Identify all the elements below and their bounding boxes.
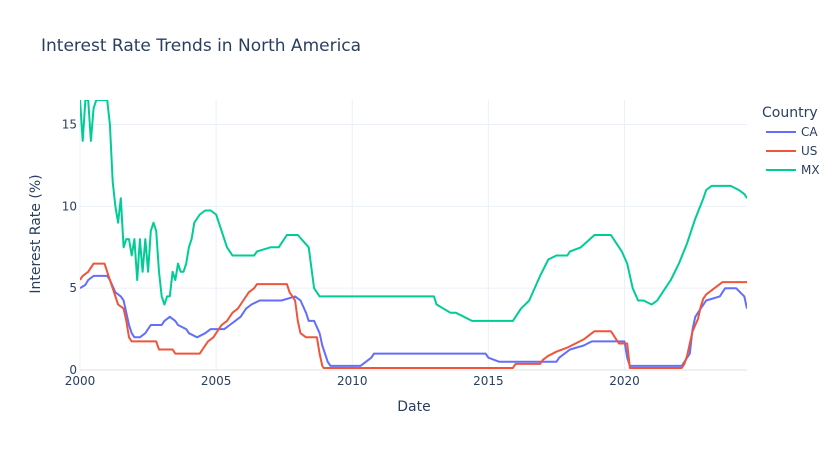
y-axis-ticks: 0 5 10 15 [62,118,77,377]
x-tick-label: 2010 [337,374,368,388]
y-tick-label: 15 [62,118,77,132]
x-tick-label: 2000 [65,374,96,388]
chart-title: Interest Rate Trends in North America [41,36,361,56]
legend-label-us: US [801,144,817,158]
y-tick-label: 0 [69,363,77,377]
series-lines [80,100,747,369]
series-line-ca [80,274,747,367]
x-axis-ticks: 2000 2005 2010 2015 2020 [65,374,640,388]
x-axis-title: Date [397,399,430,415]
x-tick-label: 2005 [201,374,232,388]
x-tick-label: 2020 [609,374,640,388]
series-line-mx [80,100,747,322]
legend-title: Country [762,105,818,121]
legend-label-mx: MX [801,163,820,177]
legend: Country CA US MX [762,105,820,177]
x-tick-label: 2015 [473,374,504,388]
y-tick-label: 10 [62,199,77,213]
y-tick-label: 5 [69,281,77,295]
legend-label-ca: CA [801,125,818,139]
y-axis-title: Interest Rate (%) [28,174,44,293]
series-line-us [80,262,747,369]
grid-lines [79,100,747,371]
